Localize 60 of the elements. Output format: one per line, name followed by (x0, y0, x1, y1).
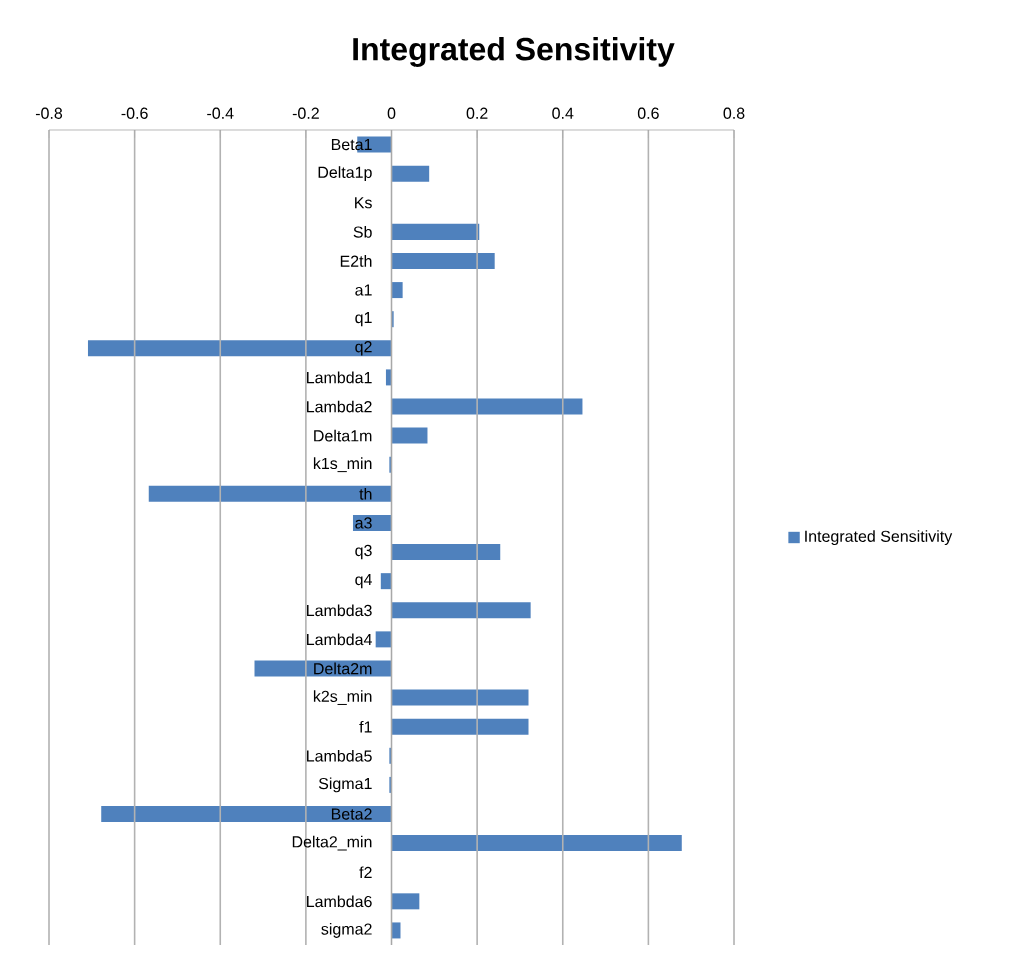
y-tick-label: E2th (340, 255, 372, 267)
bar (389, 776, 392, 793)
bar (391, 165, 430, 182)
y-tick-label: Ks (355, 197, 372, 209)
y-tick-label: Delta2_min (292, 835, 372, 851)
bar (101, 806, 392, 823)
bar (380, 573, 392, 590)
y-tick-label: q1 (355, 312, 372, 327)
y-tick-label: Lambda3 (307, 604, 372, 617)
bar (391, 544, 501, 561)
y-tick-label: Lambda6 (307, 895, 372, 908)
y-tick-label: Lambda4 (307, 633, 372, 646)
bar (389, 456, 392, 473)
bar (87, 340, 392, 357)
bar (385, 369, 392, 386)
y-tick-label: Delta2m (314, 662, 372, 675)
x-tick-label: -0.6 (121, 107, 148, 119)
bar (391, 252, 495, 269)
x-tick-label: 0 (387, 107, 396, 119)
bar (391, 718, 529, 735)
x-tick-label: -0.4 (207, 107, 234, 119)
y-tick-label: Beta2 (331, 808, 372, 820)
x-tick-label: 0.2 (466, 107, 488, 119)
legend-label: Integrated Sensitivity (805, 530, 953, 546)
y-tick-label: sigma2 (321, 922, 372, 938)
chart-title: Integrated Sensitivity (353, 37, 675, 67)
y-tick-label: a3 (355, 517, 372, 529)
y-tick-label: q4 (355, 573, 372, 589)
bar (148, 485, 392, 502)
y-tick-label: Lambda1 (307, 371, 372, 384)
bar (391, 893, 420, 910)
y-tick-label: Delta1p (318, 166, 372, 182)
bar (389, 747, 392, 764)
x-tick-label: -0.8 (35, 107, 63, 119)
bar (375, 631, 392, 648)
y-tick-label: a1 (355, 284, 372, 296)
x-tick-label: 0.4 (552, 107, 574, 119)
y-tick-label: Lambda2 (307, 400, 372, 413)
bar (391, 602, 531, 619)
y-tick-label: Delta1m (314, 429, 372, 442)
y-tick-label: q2 (355, 341, 372, 356)
y-tick-label: f1 (359, 720, 372, 733)
y-tick-label: f2 (359, 866, 372, 879)
bar (391, 689, 529, 706)
x-tick-label: 0.8 (723, 107, 745, 119)
x-tick-label: -0.2 (292, 107, 319, 119)
y-tick-label: k1s_min (313, 457, 372, 473)
bar (391, 282, 403, 299)
bar (391, 398, 583, 415)
bar (391, 311, 394, 328)
y-tick-label: Lambda5 (307, 749, 372, 762)
bar (391, 835, 682, 852)
bar (391, 223, 480, 240)
y-tick-label: th (359, 487, 372, 500)
y-tick-label: k2s_min (313, 690, 372, 705)
bar (391, 427, 428, 444)
x-tick-label: 0.6 (637, 107, 659, 119)
y-tick-label: q3 (355, 544, 372, 560)
y-tick-label: Sb (353, 225, 372, 238)
y-tick-label: Sigma1 (318, 777, 372, 793)
